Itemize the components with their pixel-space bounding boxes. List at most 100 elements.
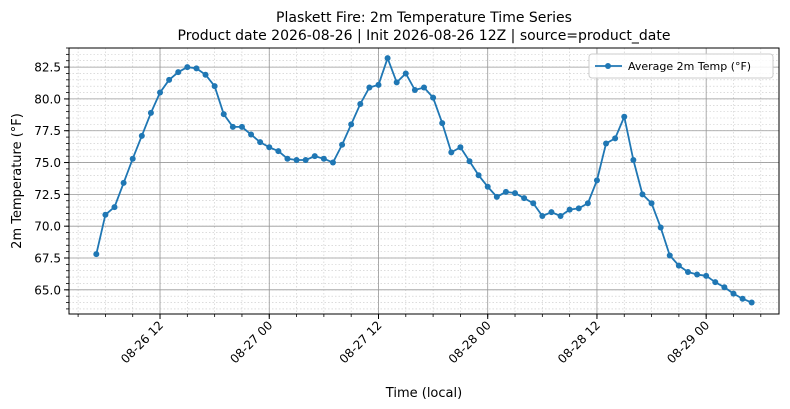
data-point xyxy=(684,269,691,275)
data-point xyxy=(730,290,737,297)
data-point xyxy=(157,89,164,96)
data-point xyxy=(147,109,154,116)
data-point xyxy=(220,111,227,118)
data-point xyxy=(229,123,236,130)
data-point xyxy=(502,188,509,195)
data-point xyxy=(257,139,264,146)
data-point xyxy=(521,195,528,202)
data-point xyxy=(639,191,646,198)
data-point xyxy=(175,69,182,76)
data-point xyxy=(584,200,591,207)
data-point xyxy=(329,159,336,166)
data-point xyxy=(675,262,682,269)
y-axis-label: 2m Temperature (°F) xyxy=(10,113,25,249)
data-point xyxy=(302,157,309,163)
data-point xyxy=(630,157,637,163)
data-point xyxy=(448,149,455,156)
data-point xyxy=(102,211,109,218)
data-point xyxy=(93,251,100,258)
data-point xyxy=(402,70,409,77)
data-point xyxy=(566,206,573,213)
data-point xyxy=(703,272,710,279)
y-tick-label: 80.0 xyxy=(34,92,61,106)
data-point xyxy=(211,83,218,90)
data-point xyxy=(320,155,327,162)
data-point xyxy=(657,224,664,231)
y-tick-label: 82.5 xyxy=(34,61,61,75)
data-point xyxy=(348,121,355,128)
data-point xyxy=(457,144,464,151)
data-point xyxy=(393,79,400,86)
data-point xyxy=(603,140,610,147)
data-point xyxy=(248,131,255,138)
data-point xyxy=(430,94,437,101)
data-point xyxy=(621,113,628,120)
data-point xyxy=(548,209,555,216)
series-layer xyxy=(93,55,755,306)
legend-marker xyxy=(605,63,611,69)
data-point xyxy=(284,155,291,162)
data-point xyxy=(466,158,473,165)
y-tick-label: 77.5 xyxy=(34,124,61,138)
data-point xyxy=(530,200,537,207)
legend: Average 2m Temp (°F) xyxy=(588,53,774,79)
data-point xyxy=(666,252,673,259)
y-tick-label: 70.0 xyxy=(34,220,61,234)
data-point xyxy=(202,71,209,78)
data-point xyxy=(739,295,746,302)
x-tick-label: 08-28 12 xyxy=(555,318,603,366)
data-point xyxy=(612,135,619,142)
x-tick-labels: 08-26 12 08-27 00 08-27 12 08-28 00 08-28 12… xyxy=(118,318,712,366)
y-tick-label: 72.5 xyxy=(34,188,61,202)
data-point xyxy=(384,55,391,62)
data-point xyxy=(421,84,427,91)
legend-box xyxy=(588,53,774,79)
data-point xyxy=(694,271,701,278)
data-point xyxy=(193,65,200,72)
chart-subtitle: Product date 2026-08-26 | Init 2026-08-2… xyxy=(178,28,671,44)
x-tick-label: 08-27 00 xyxy=(227,318,275,366)
data-point xyxy=(339,141,346,148)
data-point xyxy=(311,153,318,160)
x-tick-label: 08-27 12 xyxy=(337,318,385,366)
x-axis-label: Time (local) xyxy=(385,386,462,401)
legend-label: Average 2m Temp (°F) xyxy=(628,60,751,73)
y-tick-label: 67.5 xyxy=(34,252,61,266)
data-point xyxy=(539,213,546,219)
x-tick-label: 08-29 00 xyxy=(664,318,712,366)
data-point xyxy=(748,299,755,306)
data-point xyxy=(120,179,127,186)
data-point xyxy=(238,123,245,130)
data-point xyxy=(493,193,500,200)
series-line xyxy=(95,57,753,304)
data-point xyxy=(366,84,373,91)
data-point xyxy=(357,101,364,107)
data-point xyxy=(138,132,145,139)
chart-title: Plaskett Fire: 2m Temperature Time Serie… xyxy=(276,10,572,26)
data-point xyxy=(275,148,282,155)
data-point xyxy=(266,144,273,151)
data-point xyxy=(475,172,482,179)
data-point xyxy=(484,183,491,190)
data-point xyxy=(721,284,728,291)
x-tick-label: 08-26 12 xyxy=(118,318,166,366)
x-tick-label: 08-28 00 xyxy=(446,318,494,366)
data-point xyxy=(293,157,300,163)
axis-ticks xyxy=(64,47,762,319)
data-point xyxy=(111,204,118,211)
data-point xyxy=(375,81,382,88)
data-point xyxy=(411,87,418,93)
data-point xyxy=(129,155,136,162)
data-point xyxy=(648,200,655,207)
y-tick-labels: 65.0 67.5 70.0 72.5 75.0 77.5 80.0 82.5 xyxy=(34,61,61,298)
y-tick-label: 65.0 xyxy=(34,283,61,297)
data-point xyxy=(439,120,446,127)
data-point xyxy=(712,279,719,286)
data-point xyxy=(512,190,519,197)
plot-frame xyxy=(68,47,780,315)
data-point xyxy=(575,205,582,212)
data-point xyxy=(184,64,191,71)
data-point xyxy=(557,213,564,219)
data-point xyxy=(166,76,173,83)
